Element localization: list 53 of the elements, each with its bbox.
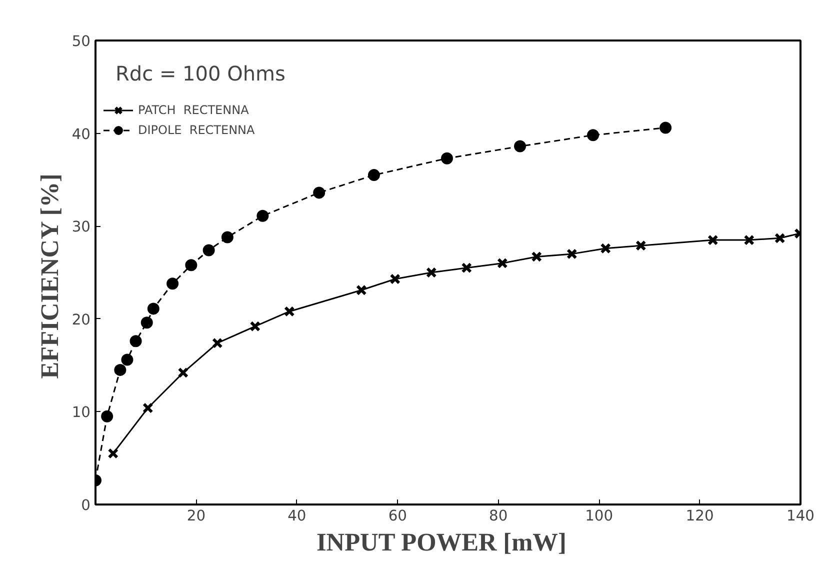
y-axis-title: EFFICIENCY [%] (36, 174, 64, 379)
x-tick-label: 80 (489, 508, 508, 524)
x-tick-label: 40 (288, 508, 306, 524)
point (461, 262, 472, 274)
point (390, 274, 401, 284)
point (147, 302, 160, 315)
y-tick-label: 40 (72, 126, 91, 143)
y-tick-label: 50 (72, 33, 91, 50)
point (166, 278, 179, 290)
annotation: Rdc = 100 Ohms (116, 62, 286, 86)
x-tick-label: 100 (585, 508, 614, 524)
x-axis-title: INPUT POWER [mW] (316, 528, 566, 556)
point (566, 248, 578, 260)
y-tick-label: 30 (72, 218, 91, 236)
point (744, 234, 755, 246)
point (121, 354, 134, 366)
point (707, 234, 718, 246)
point (600, 242, 612, 254)
point (250, 320, 261, 332)
point (142, 402, 154, 414)
point (212, 338, 223, 348)
point (108, 448, 119, 459)
x-tick-label: 140 (786, 508, 814, 524)
point (130, 335, 142, 348)
point (256, 210, 269, 222)
point (368, 169, 380, 182)
point (202, 244, 215, 256)
point (531, 251, 542, 262)
x-tick-label: 120 (686, 508, 714, 524)
point (178, 367, 189, 378)
legend-label: DIPOLE RECTENNA (138, 123, 255, 137)
point (440, 152, 453, 164)
point (185, 259, 198, 272)
y-tick-label: 20 (72, 311, 91, 328)
point (587, 129, 600, 142)
point (774, 232, 786, 244)
legend-label: PATCH RECTENNA (138, 103, 249, 117)
y-tick-label: 10 (72, 404, 91, 422)
point (140, 316, 153, 329)
point (660, 122, 672, 134)
point (284, 306, 295, 317)
x-tick-label: 20 (186, 508, 206, 524)
x-tick-label: 60 (388, 508, 407, 524)
point (496, 258, 508, 269)
point (514, 140, 526, 152)
point (635, 240, 646, 251)
point (426, 267, 437, 278)
point (114, 364, 126, 376)
point (356, 284, 367, 296)
point (221, 231, 234, 244)
point (101, 410, 114, 422)
y-tick-label: 0 (81, 497, 91, 514)
point (313, 186, 326, 199)
